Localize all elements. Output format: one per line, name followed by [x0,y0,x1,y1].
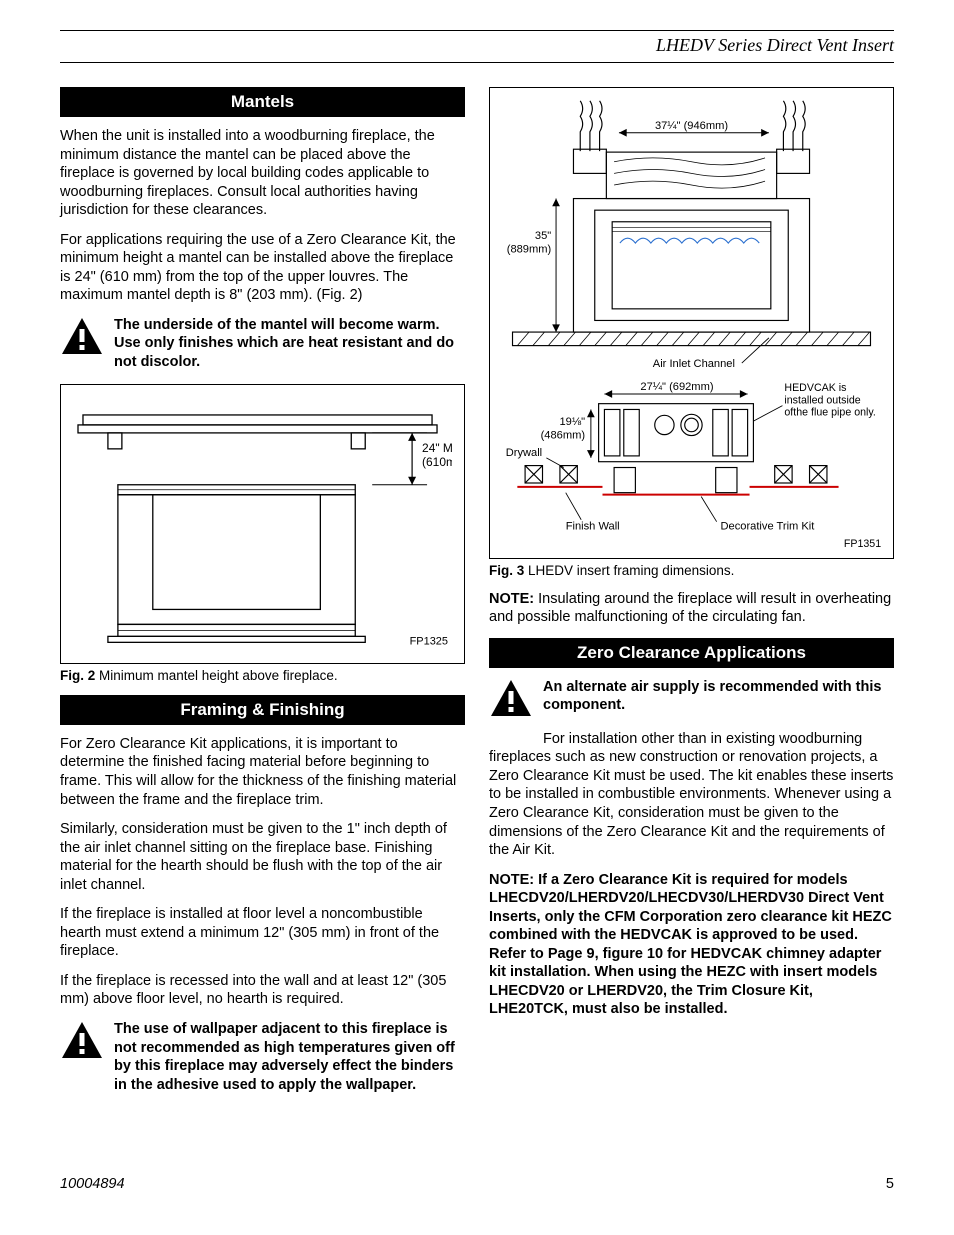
mantels-p2: For applications requiring the use of a … [60,231,465,305]
warning-icon [60,1020,104,1060]
fig2-caption: Fig. 2 Minimum mantel height above firep… [60,668,465,683]
figure-3: 37¼" (946mm) [489,87,894,559]
svg-text:(610mm): (610mm) [422,454,452,468]
zero-p1: For installation other than in existing … [489,730,894,860]
svg-text:24" Min.: 24" Min. [422,440,452,454]
framing-p4: If the fireplace is recessed into the wa… [60,972,465,1009]
svg-text:27¼" (692mm): 27¼" (692mm) [640,381,713,393]
svg-text:Air Inlet Channel: Air Inlet Channel [653,358,735,370]
framing-p1: For Zero Clearance Kit applications, it … [60,735,465,809]
header-title: LHEDV Series Direct Vent Insert [60,35,894,56]
mantels-p1: When the unit is installed into a woodbu… [60,127,465,220]
zero-note: NOTE: If a Zero Clearance Kit is require… [489,871,894,1019]
zero-warning: An alternate air supply is recommended w… [543,678,894,715]
zero-heading: Zero Clearance Applications [489,638,894,668]
framing-heading: Framing & Finishing [60,695,465,725]
svg-text:FP1325: FP1325 [410,635,448,646]
mantels-heading: Mantels [60,87,465,117]
framing-p3: If the fireplace is installed at floor l… [60,905,465,961]
svg-text:Finish Wall: Finish Wall [566,520,620,532]
svg-text:Decorative Trim Kit: Decorative Trim Kit [721,520,815,532]
svg-text:(889mm): (889mm) [507,244,552,256]
mantels-warning: The underside of the mantel will become … [114,316,465,372]
svg-text:37¼" (946mm): 37¼" (946mm) [655,120,728,132]
framing-warning: The use of wallpaper adjacent to this fi… [114,1020,465,1094]
note-insulating: NOTE: Insulating around the fireplace wi… [489,590,894,627]
svg-text:FP1351: FP1351 [844,538,881,550]
warning-icon [60,316,104,356]
figure-2: 24" Min. (610mm) FP1325 [60,384,465,664]
framing-p2: Similarly, consideration must be given t… [60,820,465,894]
warning-icon [489,678,533,718]
footer-page: 5 [886,1176,894,1192]
svg-text:19⅛": 19⅛" [559,416,585,428]
svg-text:Drywall: Drywall [506,447,542,459]
svg-text:(486mm): (486mm) [541,429,586,441]
svg-text:35": 35" [535,230,551,242]
footer-doc: 10004894 [60,1176,125,1192]
fig3-caption: Fig. 3 LHEDV insert framing dimensions. [489,563,894,578]
